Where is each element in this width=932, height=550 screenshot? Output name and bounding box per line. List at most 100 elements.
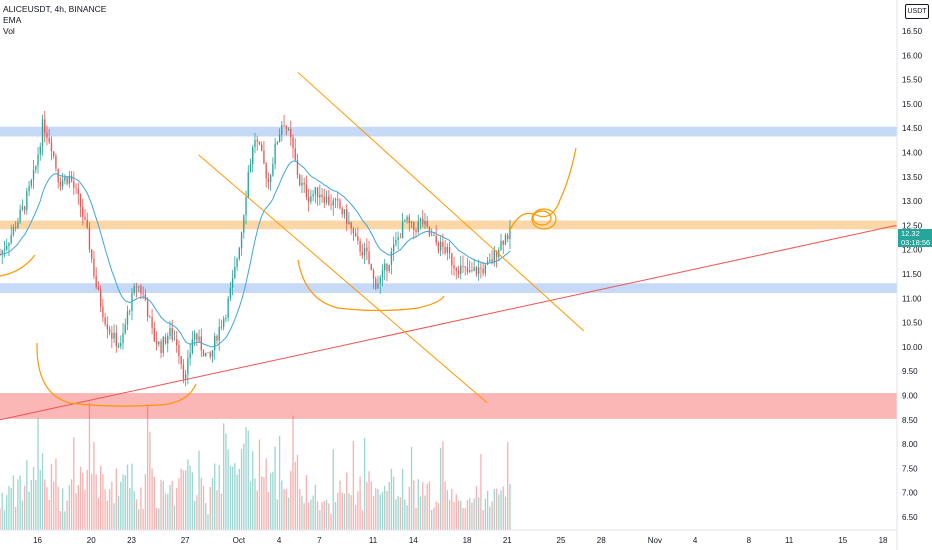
candle-body xyxy=(337,198,339,201)
descending-channel-line[interactable] xyxy=(198,154,488,404)
volume-bar xyxy=(113,503,115,530)
volume-bar xyxy=(64,511,66,530)
candle-body xyxy=(200,336,202,351)
candle-body xyxy=(243,215,245,233)
candle-body xyxy=(361,251,364,256)
volume-bar xyxy=(422,482,424,530)
freehand-projection-arrow[interactable] xyxy=(508,147,577,233)
freehand-target-circle-inner[interactable] xyxy=(532,210,552,226)
freehand-cup-middle[interactable] xyxy=(297,259,445,312)
price-tick-label: 9.00 xyxy=(902,392,918,401)
ascending-trendline[interactable] xyxy=(0,224,897,421)
candle-body xyxy=(6,246,8,250)
volume-bar xyxy=(272,471,274,530)
zone-level[interactable] xyxy=(0,220,897,230)
candle-body xyxy=(303,182,305,185)
volume-bar xyxy=(225,433,227,530)
candle-body xyxy=(466,267,469,273)
candle-body xyxy=(79,194,82,207)
volume-bar xyxy=(462,507,464,530)
candle-body xyxy=(341,208,343,215)
volume-bar xyxy=(180,468,182,530)
price-tick-label: 16.00 xyxy=(902,51,923,60)
zone-support[interactable] xyxy=(0,283,897,293)
volume-bar xyxy=(305,475,308,530)
volume-bar xyxy=(339,480,341,530)
volume-indicator-label[interactable]: Vol xyxy=(3,26,15,36)
candle-body xyxy=(216,335,218,341)
candle-body xyxy=(316,187,319,198)
volume-bar xyxy=(75,493,77,530)
candle-layer xyxy=(0,110,511,387)
volume-bar xyxy=(88,402,91,530)
ema-indicator-label[interactable]: EMA xyxy=(3,15,22,25)
volume-bar xyxy=(261,476,263,530)
candle-body xyxy=(108,329,111,333)
candle-body xyxy=(1,250,3,255)
volume-bar xyxy=(182,470,185,530)
freehand-drawings[interactable] xyxy=(0,147,577,407)
candle-body xyxy=(269,175,272,183)
candle-body xyxy=(413,221,415,231)
candle-body xyxy=(401,221,404,239)
volume-bar xyxy=(350,495,352,530)
candle-body xyxy=(191,339,194,353)
volume-bar xyxy=(55,458,57,530)
volume-bar xyxy=(211,477,214,530)
volume-bar xyxy=(193,500,196,530)
candle-body xyxy=(419,218,422,222)
volume-bar xyxy=(95,474,97,530)
candle-body xyxy=(334,198,337,201)
price-tick-label: 7.00 xyxy=(902,489,918,498)
candle-body xyxy=(287,128,290,130)
candle-body xyxy=(64,177,66,181)
current-price-value: 12.32 xyxy=(901,229,920,238)
volume-bar xyxy=(439,447,442,530)
zone-resistance[interactable] xyxy=(0,126,897,137)
time-tick-label: 8 xyxy=(747,536,752,545)
volume-bar xyxy=(495,488,498,530)
candle-body xyxy=(249,164,252,172)
trendlines-layer[interactable] xyxy=(0,71,897,421)
candle-body xyxy=(151,316,153,329)
volume-bar xyxy=(316,501,319,530)
volume-bar xyxy=(97,497,100,530)
volume-bar xyxy=(491,501,493,530)
volume-bar xyxy=(455,494,457,530)
freehand-arc-left-small[interactable] xyxy=(0,254,36,277)
volume-bar xyxy=(417,479,419,530)
candle-body xyxy=(124,324,126,334)
volume-bar xyxy=(70,479,73,530)
volume-bar xyxy=(363,437,366,530)
candle-body xyxy=(428,226,431,236)
volume-bar xyxy=(368,471,370,530)
volume-bar xyxy=(370,481,372,530)
price-tick-label: 8.00 xyxy=(902,440,918,449)
candle-body xyxy=(321,194,323,198)
candle-body xyxy=(35,165,37,170)
volume-bar xyxy=(82,472,84,530)
freehand-cup-left[interactable] xyxy=(36,342,197,407)
price-tick-label: 12.00 xyxy=(902,246,923,255)
currency-selector[interactable]: USDT xyxy=(905,4,929,19)
candle-body xyxy=(346,209,348,224)
candle-body xyxy=(363,247,366,256)
volume-bar xyxy=(77,485,79,530)
candle-body xyxy=(381,270,384,278)
descending-channel-line[interactable] xyxy=(297,71,585,332)
candle-body xyxy=(399,237,402,239)
price-tick-label: 11.50 xyxy=(902,270,922,279)
volume-bar xyxy=(53,481,55,530)
volume-bar xyxy=(276,499,279,530)
candle-body xyxy=(57,168,59,182)
freehand-target-circle[interactable] xyxy=(531,208,557,230)
time-tick-label: 25 xyxy=(557,536,566,545)
candle-body xyxy=(187,358,189,375)
volume-bar xyxy=(446,490,449,530)
volume-bar xyxy=(209,487,211,530)
volume-bar xyxy=(171,480,173,530)
volume-bar xyxy=(460,500,462,530)
chart-title-symbol[interactable]: ALICEUSDT, 4h, BINANCE xyxy=(3,4,107,14)
volume-bar xyxy=(164,493,167,530)
